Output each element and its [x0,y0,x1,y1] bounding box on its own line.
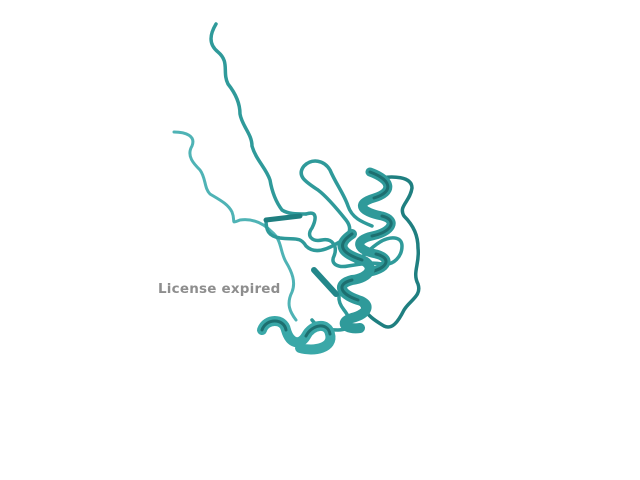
coil-terminal-short [172,130,298,322]
coil-central [264,159,374,253]
protein-cartoon [172,22,421,355]
license-watermark-text: License expired [158,281,281,297]
helix-middle [337,229,375,334]
beta-strand [263,213,303,223]
helix-bottom [257,316,336,355]
coil-inner [304,211,404,269]
coil-right-loop [360,175,421,329]
coil-terminal-long [209,22,308,216]
beta-strand-2 [311,267,339,297]
